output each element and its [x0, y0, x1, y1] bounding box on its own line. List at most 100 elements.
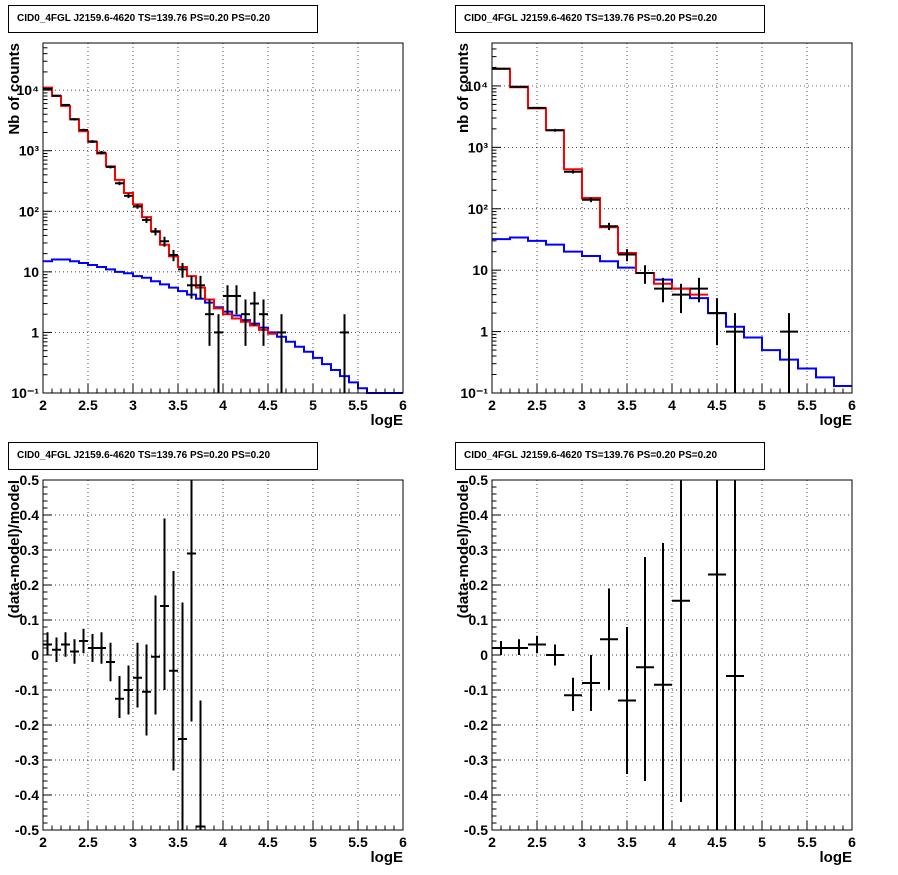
- data-point: [187, 275, 196, 299]
- x-tick-label: 6: [399, 834, 407, 850]
- data-point: [142, 217, 151, 224]
- data-point: [79, 628, 88, 654]
- y-tick-label: 10³: [19, 143, 40, 159]
- data-point: [564, 170, 582, 174]
- x-tick-label: 3: [129, 397, 137, 413]
- data-point: [43, 632, 52, 655]
- y-tick-label: 10⁻¹: [11, 385, 39, 401]
- x-tick-label: 5.5: [797, 834, 817, 850]
- y-tick-label: 10⁻¹: [460, 385, 488, 401]
- y-tick-label: 0.4: [469, 507, 489, 523]
- data-point: [52, 94, 61, 97]
- data-point: [106, 165, 115, 169]
- panel-2-title: CID0_4FGL J2159.6-4620 TS=139.76 PS=0.20…: [455, 5, 765, 33]
- data-point: [492, 67, 510, 70]
- data-point: [88, 634, 97, 662]
- y-axis-label: Nb of counts: [6, 43, 23, 135]
- x-tick-label: 4.5: [707, 397, 727, 413]
- plot-area: [43, 43, 403, 393]
- data-point: [196, 275, 205, 299]
- data-point: [564, 677, 582, 711]
- data-point: [241, 299, 250, 346]
- data-point: [277, 314, 286, 393]
- data-point: [600, 588, 618, 690]
- x-tick-label: 3.5: [168, 397, 188, 413]
- data-point: [528, 106, 546, 109]
- data-point: [546, 128, 564, 132]
- x-tick-label: 4.5: [707, 834, 727, 850]
- data-point: [654, 543, 672, 830]
- data-point: [79, 128, 88, 132]
- x-tick-label: 4.5: [258, 397, 278, 413]
- data-point: [115, 181, 124, 186]
- y-tick-label: 0.1: [20, 612, 40, 628]
- y-tick-label: -0.5: [15, 822, 39, 838]
- x-tick-label: 5: [758, 397, 766, 413]
- y-tick-label: 0.3: [20, 542, 40, 558]
- data-point: [205, 299, 214, 346]
- data-point: [636, 557, 654, 781]
- x-tick-label: 3: [129, 834, 137, 850]
- data-point: [340, 314, 349, 393]
- data-point: [70, 118, 79, 121]
- y-tick-label: 10²: [468, 201, 489, 217]
- x-tick-label: 3: [578, 834, 586, 850]
- data-point: [133, 642, 142, 708]
- data-point: [52, 637, 61, 662]
- data-point: [169, 249, 178, 262]
- panel-3: 2 2.5 3 3.5 4 4.5 5 5.5 6 -0.5 -0.4 -0.3 -0.2 -0.1 0 0.…: [6, 472, 407, 866]
- data-point: [223, 285, 232, 315]
- y-tick-label: -0.4: [464, 787, 488, 803]
- x-tick-label: 6: [848, 397, 856, 413]
- y-tick-label: -0.2: [464, 717, 488, 733]
- x-axis-label: logE: [820, 412, 853, 429]
- panel-4: 2 2.5 3 3.5 4 4.5 5 5.5 6 -0.5 -0.4 -0.3 -0.2 -0.1 0 0.…: [455, 472, 856, 866]
- data-point: [106, 642, 115, 682]
- x-tick-label: 2.5: [78, 834, 98, 850]
- x-tick-label: 5.5: [797, 397, 817, 413]
- data-point: [151, 227, 160, 236]
- panel-4-title: CID0_4FGL J2159.6-4620 TS=139.76 PS=0.20…: [455, 442, 765, 470]
- y-tick-label: 0.4: [20, 507, 40, 523]
- data-point: [142, 644, 151, 736]
- data-point: [582, 655, 600, 711]
- x-tick-label: 4: [668, 834, 676, 850]
- data-point: [178, 602, 187, 830]
- data-point: [124, 665, 133, 715]
- x-tick-label: 4.5: [258, 834, 278, 850]
- data-point: [187, 480, 196, 722]
- data-point: [151, 595, 160, 715]
- data-point: [708, 480, 726, 830]
- data-point: [169, 571, 178, 771]
- x-tick-label: 5: [309, 397, 317, 413]
- data-point: [636, 265, 654, 284]
- x-tick-label: 5: [758, 834, 766, 850]
- panel-1-title: CID0_4FGL J2159.6-4620 TS=139.76 PS=0.20…: [8, 5, 318, 33]
- y-axis-label: (data-model)/model: [455, 480, 472, 618]
- data-point: [780, 313, 798, 393]
- y-tick-label: 10⁴: [17, 82, 40, 98]
- x-tick-label: 5.5: [348, 397, 368, 413]
- x-tick-label: 3.5: [168, 834, 188, 850]
- x-tick-label: 3.5: [617, 834, 637, 850]
- data-point: [528, 635, 546, 654]
- x-tick-label: 3: [578, 397, 586, 413]
- data-point: [546, 644, 564, 666]
- x-tick-label: 6: [848, 834, 856, 850]
- y-tick-label: 0.5: [20, 472, 40, 488]
- data-point: [672, 480, 690, 802]
- data-point: [214, 314, 223, 393]
- x-tick-label: 2.5: [527, 834, 547, 850]
- data-point: [708, 298, 726, 346]
- x-tick-label: 3.5: [617, 397, 637, 413]
- y-tick-label: 0: [31, 647, 39, 663]
- x-tick-label: 4: [668, 397, 676, 413]
- data-point: [250, 291, 259, 326]
- data-point: [160, 518, 169, 690]
- x-tick-label: 2.5: [78, 397, 98, 413]
- y-tick-label: 0.5: [469, 472, 489, 488]
- x-tick-label: 2: [488, 834, 496, 850]
- data-point: [726, 480, 744, 830]
- y-tick-label: -0.1: [464, 682, 488, 698]
